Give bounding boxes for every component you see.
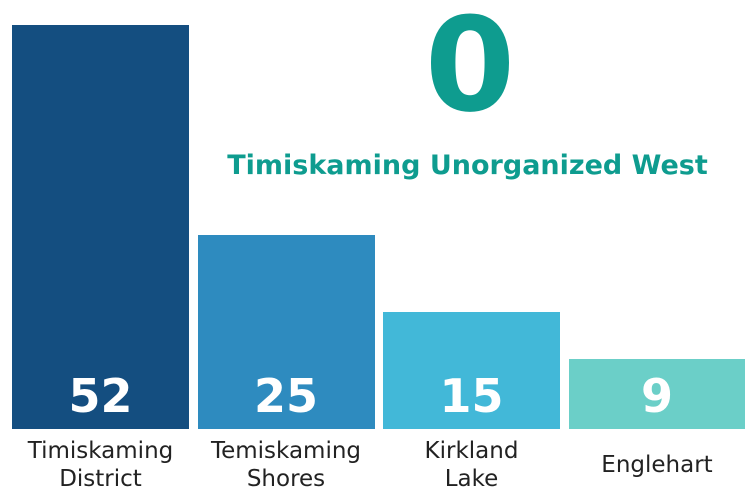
category-label-box: Timiskaming District xyxy=(2,432,199,499)
category-label-box: Englehart xyxy=(559,432,745,499)
bar xyxy=(197,234,375,429)
x-tick-label: Kirkland Lake xyxy=(424,437,519,492)
value-label: 9 xyxy=(640,369,673,423)
x-tick-label: Temiskaming Shores xyxy=(210,437,362,492)
bar xyxy=(12,25,189,429)
bar xyxy=(383,312,560,429)
highlight-value: 0 xyxy=(424,0,516,141)
highlight-label: Timiskaming Unorganized West xyxy=(227,150,708,181)
category-label-box: Temiskaming Shores xyxy=(188,432,385,499)
x-tick-label: Englehart xyxy=(601,451,713,478)
value-label: 25 xyxy=(253,369,318,423)
x-tick-label: Timiskaming District xyxy=(27,437,174,492)
value-label: 52 xyxy=(68,369,133,423)
value-label: 15 xyxy=(439,369,504,423)
category-label-box: Kirkland Lake xyxy=(373,432,570,499)
bar xyxy=(568,359,745,429)
